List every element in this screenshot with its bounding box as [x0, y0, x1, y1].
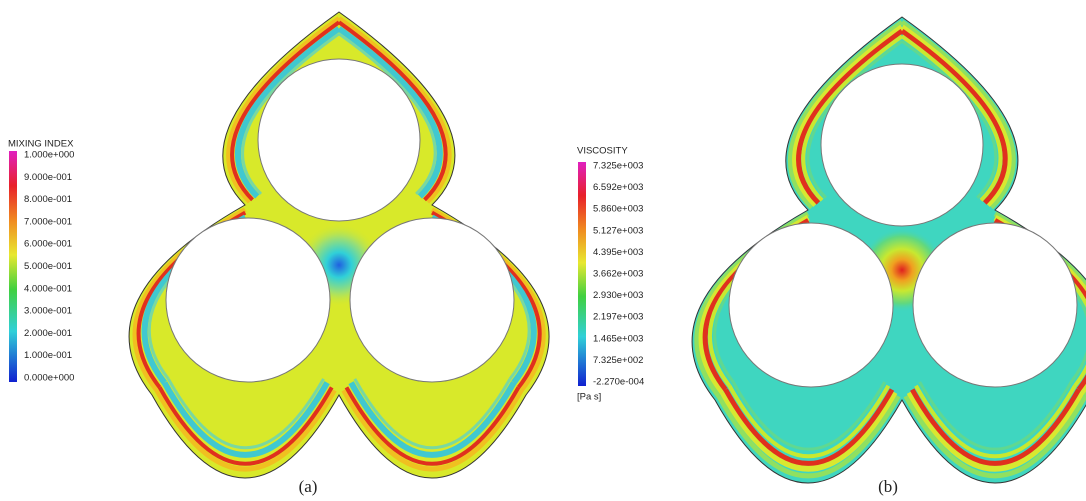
- contour-band: [337, 26, 443, 199]
- contour-band: [903, 394, 1086, 479]
- contour-band: [900, 24, 1012, 207]
- contour-band: [337, 16, 452, 204]
- legend-label: 5.127e+003: [593, 225, 643, 236]
- contour-band: [720, 390, 898, 472]
- legend-label: 2.930e+003: [593, 290, 643, 301]
- legend-label: 8.000e-001: [24, 194, 72, 205]
- legend-label: -2.270e-004: [593, 377, 644, 388]
- contour-band: [348, 381, 517, 458]
- cross-section: [128, 11, 550, 479]
- caption: (a): [299, 477, 318, 496]
- legend-label: 9.000e-001: [24, 172, 72, 183]
- contour-band: [716, 394, 901, 479]
- rotor: [257, 58, 421, 222]
- contour-band: [906, 390, 1085, 472]
- caption: (b): [878, 477, 898, 496]
- legend-label: 1.465e+003: [593, 333, 643, 344]
- rotor: [165, 217, 331, 383]
- contour-band: [918, 381, 1073, 451]
- legend-label: 1.000e+000: [24, 150, 74, 161]
- contour-band: [731, 381, 887, 451]
- contour-band: [161, 381, 330, 458]
- contour-band: [796, 29, 904, 205]
- contour-band: [344, 386, 521, 466]
- rotor: [912, 222, 1078, 388]
- legend-label: 3.662e+003: [593, 269, 643, 280]
- legend-label: 5.000e-001: [24, 261, 72, 272]
- contour-band: [154, 389, 337, 472]
- contour-band: [230, 20, 341, 202]
- contour-band: [901, 40, 998, 199]
- contour-band: [910, 388, 1081, 466]
- legend-label: 1.000e-001: [24, 350, 72, 361]
- contour-band: [337, 20, 448, 202]
- legend-label: 6.000e-001: [24, 239, 72, 250]
- contour-band: [167, 378, 325, 450]
- contour-band: [914, 384, 1077, 459]
- legend-label: 5.860e+003: [593, 204, 643, 215]
- contour-band: [787, 20, 904, 210]
- contour-band: [338, 32, 437, 196]
- contour-band: [341, 389, 524, 472]
- legend-title: VISCOSITY: [577, 146, 628, 157]
- rotor: [349, 217, 515, 383]
- contour-band: [723, 388, 895, 466]
- legend-label: 7.325e+003: [593, 161, 643, 172]
- legend-label: 3.000e-001: [24, 306, 72, 317]
- contour-band: [241, 32, 340, 196]
- contour-band: [792, 24, 904, 207]
- legend-label: 2.000e-001: [24, 328, 72, 339]
- rotor: [820, 63, 984, 227]
- color-bar: [9, 151, 17, 382]
- legend-label: 4.395e+003: [593, 247, 643, 258]
- legend-label: 0.000e+000: [24, 373, 74, 384]
- rotor: [728, 222, 894, 388]
- contour-band: [727, 384, 891, 459]
- legend-label: 7.000e-001: [24, 216, 72, 227]
- legend-label: 4.000e-001: [24, 283, 72, 294]
- contour-band: [900, 20, 1016, 210]
- legend-label: 2.197e+003: [593, 312, 643, 323]
- contour-band: [806, 40, 903, 199]
- cross-section: [691, 16, 1086, 484]
- color-bar: [578, 162, 586, 386]
- contour-band: [234, 26, 341, 199]
- contour-band: [157, 386, 334, 466]
- legend-label: 6.592e+003: [593, 182, 643, 193]
- legend-label: 7.325e+002: [593, 355, 643, 366]
- contour-band: [900, 34, 1003, 202]
- contour-band: [801, 34, 904, 202]
- legend-title: MIXING INDEX: [8, 139, 74, 150]
- legend-unit: [Pa s]: [577, 392, 601, 403]
- contour-band: [226, 16, 341, 204]
- contour-band: [353, 378, 512, 450]
- contour-band: [900, 29, 1008, 205]
